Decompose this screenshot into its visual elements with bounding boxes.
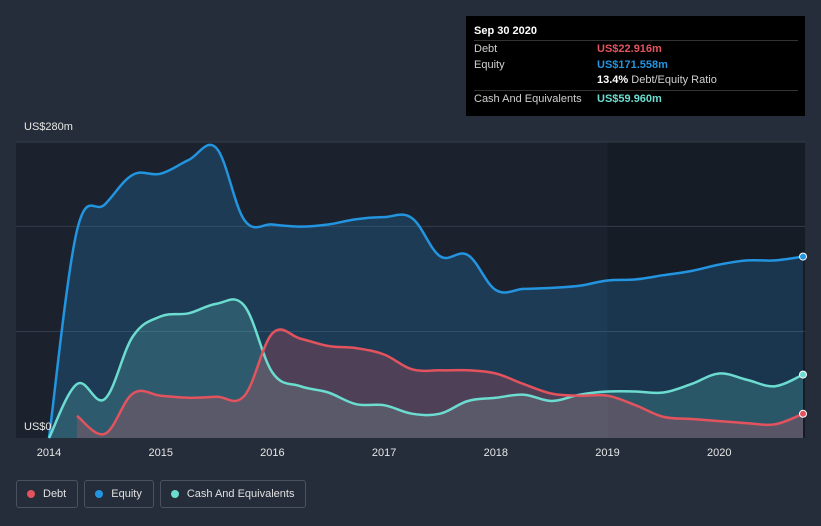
series-lines — [47, 143, 804, 439]
area-debt — [76, 329, 803, 438]
x-tick-2015: 2015 — [148, 447, 173, 459]
chart-legend: Debt Equity Cash And Equivalents — [16, 480, 307, 508]
legend-item-equity[interactable]: Equity — [84, 480, 154, 508]
line-debt — [76, 328, 804, 436]
data-tooltip: Sep 30 2020 Debt US$22.916m Equity US$17… — [466, 16, 805, 116]
tooltip-row-cash: Cash And Equivalents US$59.960m — [474, 90, 798, 107]
tooltip-row-equity: Equity US$171.558m — [474, 57, 798, 73]
endpoint-debt — [799, 409, 807, 418]
x-tick-2017: 2017 — [371, 447, 397, 459]
area-cash — [49, 299, 803, 438]
x-tick-2016: 2016 — [260, 447, 285, 459]
line-equity — [47, 143, 804, 439]
tooltip-row-debt: Debt US$22.916m — [474, 40, 798, 57]
area-equity — [49, 144, 803, 439]
legend-label-debt: Debt — [43, 488, 67, 500]
legend-item-debt[interactable]: Debt — [16, 480, 79, 508]
x-tick-2019: 2019 — [595, 447, 620, 459]
y-axis-top-label: US$280m — [24, 121, 73, 133]
tooltip-equity-value: US$171.558m — [597, 59, 668, 71]
endpoint-cash — [799, 370, 807, 379]
legend-label-cash: Cash And Equivalents — [186, 488, 295, 500]
highlight-band — [607, 142, 805, 438]
series-areas — [49, 144, 803, 439]
y-axis-bottom-label: US$0 — [24, 421, 52, 433]
legend-label-equity: Equity — [111, 488, 142, 500]
tooltip-ratio-label: Debt/Equity Ratio — [631, 74, 717, 86]
tooltip-row-ratio: 13.4% Debt/Equity Ratio — [474, 74, 798, 90]
tooltip-date: Sep 30 2020 — [474, 25, 537, 37]
x-tick-2014: 2014 — [36, 447, 62, 459]
legend-item-cash[interactable]: Cash And Equivalents — [159, 480, 307, 508]
line-cash — [47, 298, 804, 439]
legend-dot-equity — [95, 490, 104, 498]
x-tick-2020: 2020 — [706, 447, 732, 459]
gridlines — [16, 141, 805, 332]
tooltip-debt-label: Debt — [474, 43, 498, 55]
x-tick-2018: 2018 — [483, 447, 509, 459]
legend-dot-debt — [27, 490, 35, 498]
tooltip-cash-label: Cash And Equivalents — [474, 93, 582, 105]
tooltip-debt-value: US$22.916m — [597, 43, 662, 55]
endpoint-equity — [799, 252, 807, 261]
series-endpoints — [799, 252, 807, 418]
tooltip-ratio: 13.4% Debt/Equity Ratio — [597, 74, 717, 86]
tooltip-equity-label: Equity — [474, 59, 505, 71]
legend-dot-cash — [170, 490, 179, 498]
tooltip-ratio-value: 13.4% — [597, 74, 629, 86]
tooltip-cash-value: US$59.960m — [597, 93, 662, 105]
